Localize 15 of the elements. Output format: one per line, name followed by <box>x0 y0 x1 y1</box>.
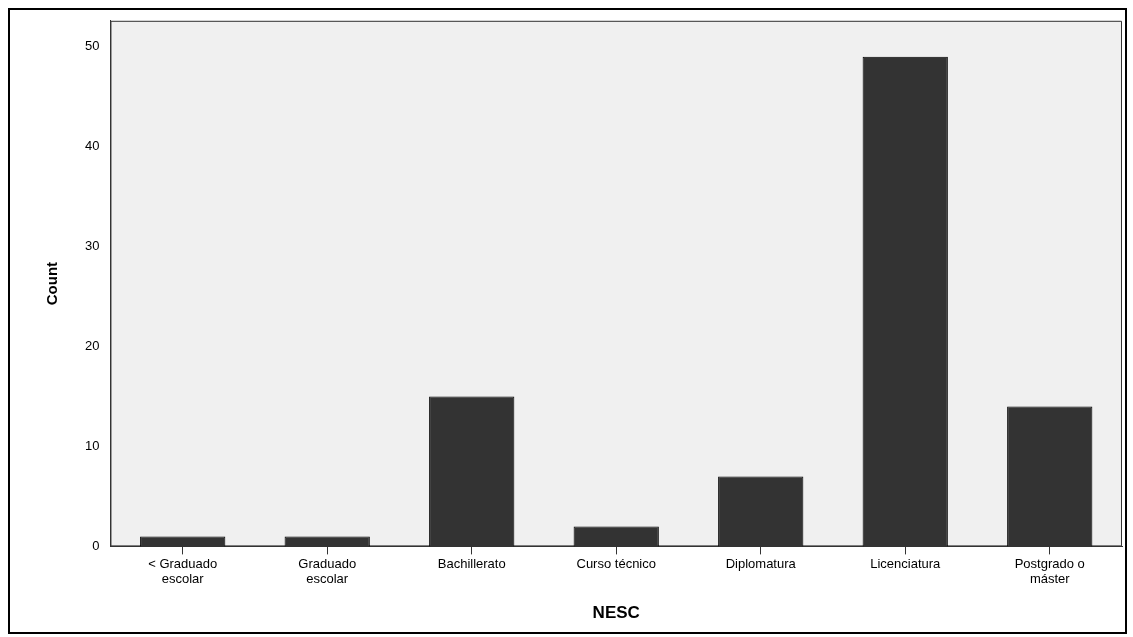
x-tick-label: Licenciatura <box>870 555 942 571</box>
x-tick-label: Bachillerato <box>437 555 506 571</box>
x-axis-title: NESC <box>592 603 640 623</box>
x-tick-label: Curso técnico <box>576 555 656 571</box>
x-tick-label: Postgrado o máster <box>1014 555 1085 587</box>
y-tick-label: 40 <box>84 138 100 154</box>
y-tick-label: 20 <box>84 338 100 354</box>
x-tick-label: Graduado escolar <box>298 555 357 587</box>
y-axis-title: Count <box>43 261 61 306</box>
x-tick-label: < Graduado escolar <box>148 555 218 587</box>
y-tick-label: 10 <box>84 438 100 454</box>
y-tick-label: 50 <box>84 38 100 54</box>
y-tick-label: 0 <box>92 537 100 553</box>
y-tick-label: 30 <box>84 238 100 254</box>
x-tick-label: Diplomatura <box>725 555 797 571</box>
